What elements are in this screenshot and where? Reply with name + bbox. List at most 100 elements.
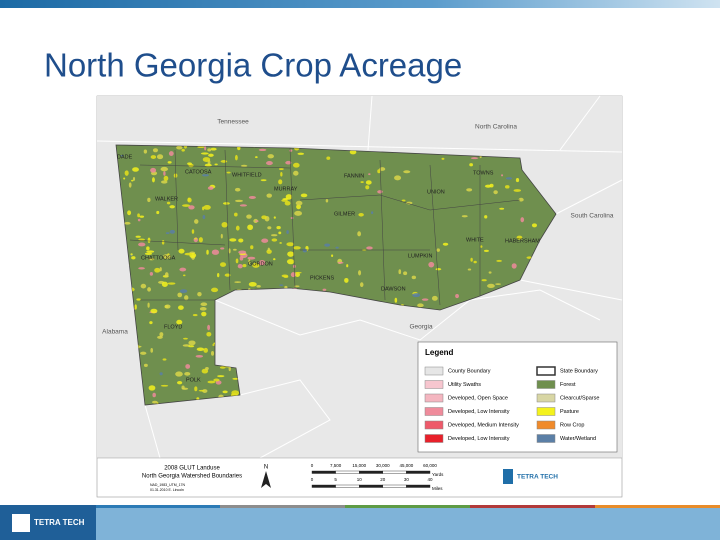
land-cover-speck [469, 163, 473, 167]
land-cover-speck [294, 272, 300, 277]
land-cover-speck [260, 179, 267, 182]
land-cover-speck [185, 364, 191, 369]
land-cover-speck [344, 277, 349, 283]
county-label: GILMER [334, 211, 355, 217]
land-cover-speck [466, 188, 473, 192]
land-cover-speck [181, 148, 185, 152]
land-cover-speck [322, 288, 327, 291]
land-cover-speck [496, 259, 503, 262]
legend-swatch [424, 380, 444, 389]
land-cover-speck [152, 392, 156, 398]
county-label: DAWSON [381, 286, 406, 292]
legend-label: State Boundary [560, 368, 598, 374]
land-cover-speck [194, 219, 199, 224]
state-label: Tennessee [217, 119, 249, 126]
land-cover-speck [188, 205, 195, 210]
legend-swatch [424, 434, 444, 443]
land-cover-speck [267, 154, 274, 159]
land-cover-speck [167, 282, 176, 285]
land-cover-speck [147, 237, 151, 243]
land-cover-speck [481, 279, 487, 282]
land-cover-speck [213, 378, 220, 382]
land-cover-speck [235, 199, 243, 203]
land-cover-speck [234, 187, 241, 192]
legend-label: Utility Swaths [448, 382, 481, 388]
land-cover-speck [335, 246, 339, 249]
scale-label: 60,000 [423, 463, 437, 468]
land-cover-speck [279, 167, 284, 170]
credit-line: 2008 GLUT Landuse [164, 466, 220, 472]
land-cover-speck [520, 217, 525, 223]
land-cover-speck [128, 182, 132, 188]
land-cover-speck [252, 262, 260, 268]
credit-small: 01.31.2010 E. Lincoln [150, 488, 184, 492]
land-cover-speck [138, 267, 145, 270]
land-cover-speck [132, 167, 139, 172]
legend-label: Clearcut/Sparse [560, 395, 599, 401]
land-cover-speck [163, 175, 169, 182]
land-cover-speck [214, 163, 218, 166]
land-cover-speck [484, 184, 492, 188]
land-cover-speck [124, 170, 129, 176]
scale-unit: Miles [432, 486, 443, 491]
land-cover-speck [239, 204, 247, 207]
land-cover-speck [487, 283, 495, 289]
land-cover-speck [222, 202, 230, 205]
land-cover-speck [279, 242, 282, 244]
land-cover-speck [405, 201, 413, 205]
land-cover-speck [286, 230, 289, 234]
land-cover-speck [488, 271, 492, 274]
land-cover-speck [178, 305, 184, 310]
land-cover-speck [207, 148, 212, 152]
land-cover-speck [150, 348, 154, 353]
scale-label: 45,000 [400, 463, 414, 468]
land-cover-speck [518, 197, 524, 202]
land-cover-speck [248, 281, 257, 287]
legend-title: Legend [425, 348, 454, 357]
land-cover-speck [146, 250, 155, 253]
land-cover-speck [152, 148, 159, 153]
land-cover-speck [428, 261, 435, 268]
land-cover-speck [287, 251, 295, 257]
land-cover-speck [177, 292, 183, 298]
land-cover-speck [130, 253, 133, 256]
county-label: WHITE [466, 237, 484, 243]
land-cover-speck [149, 321, 153, 325]
county-label: UNION [427, 189, 445, 195]
north-arrow [261, 471, 271, 488]
land-cover-speck [473, 260, 477, 264]
legend-label: Pasture [560, 409, 579, 415]
scale-segment [359, 484, 384, 488]
footer-band [0, 507, 720, 540]
land-cover-speck [217, 375, 225, 378]
scale-label: 30 [404, 477, 410, 482]
land-cover-speck [470, 257, 473, 262]
land-cover-speck [273, 258, 276, 261]
land-cover-speck [285, 160, 292, 165]
legend-label: Developed, Open Space [448, 395, 508, 401]
county-label: WHITFIELD [232, 172, 262, 178]
land-cover-speck [371, 211, 374, 215]
land-cover-speck [270, 234, 278, 237]
land-cover-speck [358, 212, 364, 217]
land-cover-speck [220, 247, 225, 250]
land-cover-speck [331, 254, 334, 258]
land-cover-speck [132, 176, 136, 181]
legend-label: Forest [560, 382, 576, 388]
legend-swatch [424, 420, 444, 430]
land-cover-speck [134, 304, 137, 310]
land-cover-speck [154, 267, 161, 273]
land-cover-speck [266, 193, 272, 198]
land-cover-speck [377, 169, 381, 174]
land-cover-speck [237, 263, 243, 269]
land-cover-speck [163, 171, 166, 176]
land-cover-speck [201, 311, 207, 317]
land-cover-speck [421, 298, 429, 301]
land-cover-speck [247, 256, 256, 260]
land-cover-speck [215, 380, 222, 385]
land-cover-speck [160, 180, 168, 184]
land-cover-speck [294, 210, 302, 216]
county-label: TOWNS [473, 170, 494, 176]
land-cover-speck [160, 384, 169, 387]
land-cover-speck [285, 194, 293, 200]
